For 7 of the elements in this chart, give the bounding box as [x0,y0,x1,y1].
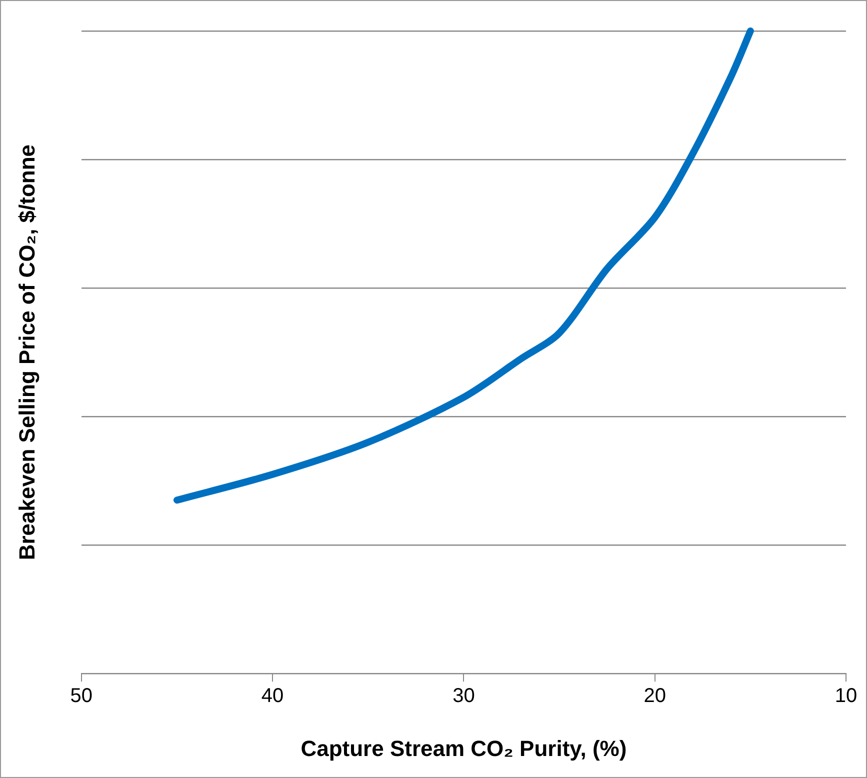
x-tick-label: 20 [644,685,666,708]
x-axis-title: Capture Stream CO₂ Purity, (%) [300,736,627,761]
x-tick-label: 50 [70,685,93,708]
y-axis-title: Breakeven Selling Price of CO₂, $/tonne [14,144,40,560]
x-tick-label: 30 [452,685,475,708]
x-tick-label: 40 [261,685,284,708]
x-tick-label: 10 [834,685,858,708]
